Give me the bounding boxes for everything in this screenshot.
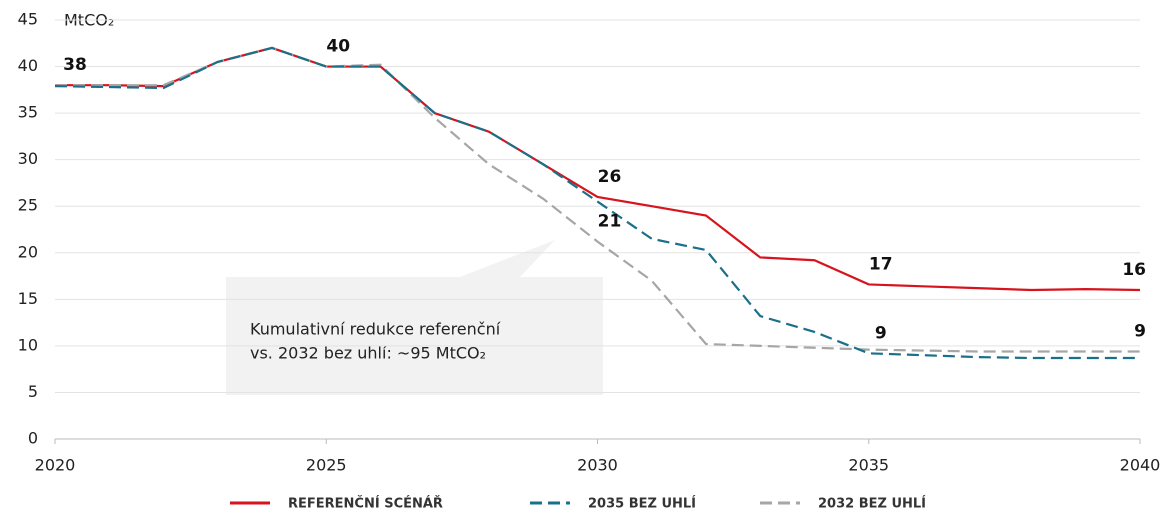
legend-label: 2032 BEZ UHLÍ (818, 496, 926, 512)
series-line (54, 46, 1140, 360)
y-tick-label: 20 (18, 242, 38, 261)
legend-label: 2035 BEZ UHLÍ (588, 496, 696, 512)
callout-pointer (460, 240, 555, 277)
legend-label: REFERENČNÍ SCÉNÁŘ (288, 496, 443, 512)
y-tick-label: 0 (28, 429, 38, 448)
y-tick-label: 45 (18, 10, 38, 29)
y-tick-label: 25 (18, 196, 38, 215)
x-tick-label: 2040 (1120, 456, 1161, 475)
y-tick-label: 10 (18, 335, 38, 354)
y-tick-label: 30 (18, 149, 38, 168)
annotation: Kumulativní redukce referenční (250, 320, 501, 339)
y-tick-label: 5 (28, 382, 38, 401)
y-tick-label: 15 (18, 289, 38, 308)
y-tick-label: 40 (18, 56, 38, 75)
data-label: 16 (1122, 260, 1146, 280)
data-label: 9 (1134, 321, 1146, 341)
data-label: 26 (598, 167, 622, 187)
data-label: 17 (869, 254, 893, 274)
x-tick-label: 2030 (577, 456, 618, 475)
data-label: 21 (598, 212, 622, 232)
x-tick-label: 2025 (306, 456, 347, 475)
annotation-box (226, 277, 603, 395)
y-tick-label: 35 (18, 103, 38, 122)
data-label: 9 (875, 323, 887, 343)
x-tick-label: 2035 (848, 456, 889, 475)
data-label: 40 (326, 37, 350, 57)
x-tick-label: 2020 (35, 456, 76, 475)
data-label: 38 (63, 55, 87, 75)
annotation: vs. 2032 bez uhlí: ~95 MtCO₂ (250, 344, 486, 363)
